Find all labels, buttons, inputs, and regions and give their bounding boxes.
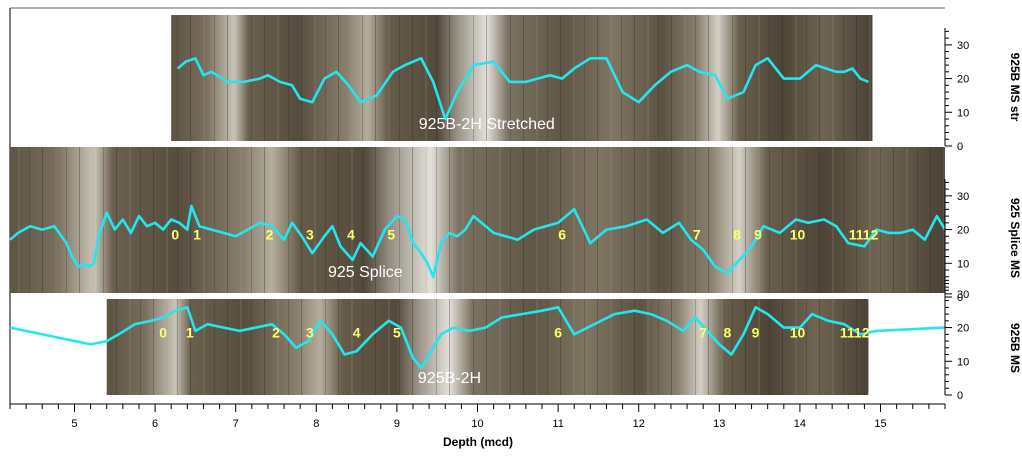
tie-label: 1112 [840, 325, 870, 341]
tie-label: 1 [193, 227, 201, 243]
x-axis-title: Depth (mcd) [443, 435, 513, 449]
y-tick-label: 30 [957, 191, 969, 203]
x-tick-label: 7 [233, 418, 239, 430]
y-tick-label: 10 [957, 107, 969, 119]
tie-label: 9 [754, 227, 762, 243]
tie-label: 5 [393, 325, 401, 341]
tie-label: 7 [699, 325, 707, 341]
tie-label: 9 [752, 325, 760, 341]
x-tick-label: 15 [874, 418, 886, 430]
tie-label: 3 [306, 227, 314, 243]
y-tick-label: 30 [957, 289, 969, 301]
tie-label: 2 [266, 227, 274, 243]
panel-3-y-title: 925B MS [1008, 323, 1022, 373]
x-tick-label: 9 [394, 418, 400, 430]
tie-label: 4 [353, 325, 361, 341]
y-tick-label: 10 [957, 258, 969, 270]
panel-2: 925 Splice 0 1 2 3 4 5 6 7 8 9 10 1112 [9, 147, 947, 293]
panel-1: 925B-2H Stretched [171, 15, 873, 141]
ms-line-3 [9, 305, 946, 370]
y-tick-label: 0 [957, 141, 963, 153]
x-tick-label: 5 [71, 418, 77, 430]
tie-label: 0 [159, 325, 167, 341]
y-tick-label: 20 [957, 225, 969, 237]
tie-label: 3 [306, 325, 314, 341]
tie-label: 7 [693, 227, 701, 243]
y-tick-label: 20 [957, 74, 969, 86]
tie-label: 6 [558, 227, 566, 243]
y-tick-label: 30 [957, 40, 969, 52]
x-tick-label: 13 [713, 418, 725, 430]
tie-label: 1 [186, 325, 194, 341]
x-tick-label: 10 [471, 418, 483, 430]
tie-label: 10 [790, 325, 806, 341]
tie-label: 6 [554, 325, 562, 341]
ms-line-1 [176, 56, 869, 121]
core-label-2: 925 Splice [328, 264, 403, 281]
tie-label: 0 [171, 227, 179, 243]
y-axis-panel-2: 0 10 20 30 [944, 179, 969, 304]
panel-1-y-title: 925B MS str [1008, 53, 1022, 122]
y-tick-label: 0 [957, 390, 963, 402]
y-tick-label: 0 [957, 292, 963, 304]
core-label-1: 925B-2H Stretched [419, 116, 555, 133]
x-tick-label: 12 [633, 418, 645, 430]
x-axis: 5 6 7 8 9 10 11 12 13 14 15 [9, 403, 946, 430]
y-tick-label: 10 [957, 356, 969, 368]
tie-label: 8 [723, 325, 731, 341]
x-tick-label: 14 [794, 418, 806, 430]
y-axis-right: 0 10 20 30 925B MS str 0 10 20 30 925 Splice MS 0 1… [944, 28, 1022, 402]
panel-3: 925B-2H 0 1 2 3 4 5 6 7 8 9 10 1112 [9, 299, 946, 395]
ms-line-2 [9, 204, 947, 279]
y-tick-label: 20 [957, 323, 969, 335]
x-tick-label: 8 [313, 418, 319, 430]
y-axis-panel-3: 0 10 20 30 [944, 277, 969, 402]
tie-label: 5 [387, 227, 395, 243]
core-label-3: 925B-2H [418, 370, 481, 387]
tie-label: 2 [272, 325, 280, 341]
x-tick-label: 11 [552, 418, 563, 430]
tie-label: 1112 [849, 227, 879, 243]
core-texture-3 [106, 299, 869, 395]
tie-label: 8 [733, 227, 741, 243]
x-tick-label: 6 [152, 418, 158, 430]
y-axis-panel-1: 0 10 20 30 [944, 28, 969, 153]
panel-2-y-title: 925 Splice MS [1008, 198, 1022, 278]
tie-label: 10 [790, 227, 806, 243]
core-texture-1 [171, 15, 873, 141]
tie-label: 4 [347, 227, 355, 243]
